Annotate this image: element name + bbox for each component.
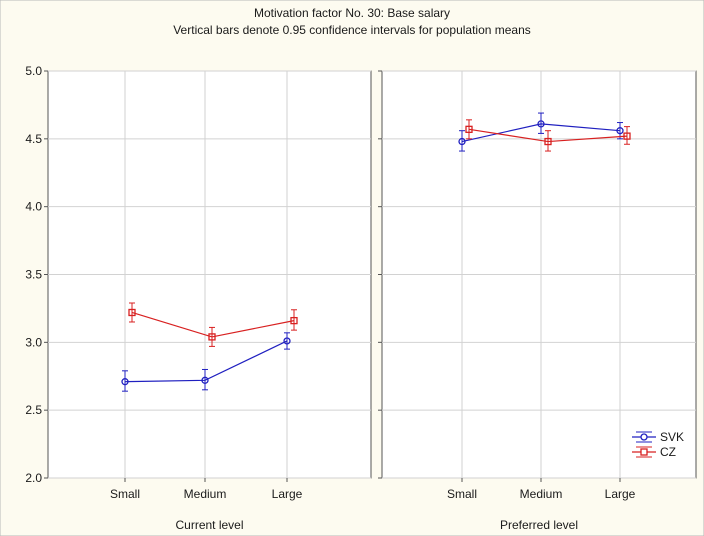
legend-label: CZ [660, 445, 676, 459]
x-tick-label: Small [447, 487, 477, 501]
series-SVK [458, 112, 624, 152]
y-tick-label: 2.5 [25, 403, 42, 417]
data-point [283, 337, 291, 345]
chart-panels: 2.0 2.5 3.0 3.5 4.0 4.5 5.0 Small Medium Large Cur… [25, 64, 697, 532]
legend-marker [640, 433, 648, 441]
data-point [458, 137, 466, 146]
data-point [544, 137, 552, 146]
y-tick-label: 4.5 [25, 132, 42, 146]
y-tick-label: 5.0 [25, 64, 42, 78]
x-tick-label: Medium [184, 487, 227, 501]
data-point [616, 127, 624, 135]
data-point [208, 333, 216, 341]
x-axis-label: Preferred level [500, 518, 578, 532]
data-point [537, 120, 545, 128]
y-tick-label: 2.0 [25, 471, 42, 485]
legend-marker [640, 448, 648, 456]
data-point [201, 376, 209, 384]
x-tick-label: Small [110, 487, 140, 501]
chart-title: Motivation factor No. 30: Base salary [254, 6, 450, 20]
x-tick-label: Large [605, 487, 636, 501]
series-SVK [121, 332, 291, 392]
panel-1: 2.0 2.5 3.0 3.5 4.0 4.5 5.0 Small Medium Large Cur… [25, 64, 372, 532]
x-tick-label: Medium [520, 487, 563, 501]
data-point [465, 125, 473, 133]
data-point [623, 132, 631, 140]
series-CZ [128, 302, 298, 347]
data-point [121, 378, 129, 386]
chart-subtitle: Vertical bars denote 0.95 confidence int… [173, 23, 531, 37]
y-tick-label: 4.0 [25, 200, 42, 214]
panel-2: Small Medium Large Preferred level [378, 70, 697, 532]
legend-item-CZ: CZ [632, 445, 676, 459]
x-axis-label: Current level [175, 518, 243, 532]
legend-item-SVK: SVK [632, 430, 684, 444]
data-point [290, 316, 298, 325]
data-point [128, 308, 136, 317]
y-tick-label: 3.0 [25, 335, 42, 349]
x-tick-label: Large [272, 487, 303, 501]
legend-label: SVK [660, 430, 684, 444]
series-CZ [465, 119, 631, 152]
y-tick-label: 3.5 [25, 268, 42, 282]
